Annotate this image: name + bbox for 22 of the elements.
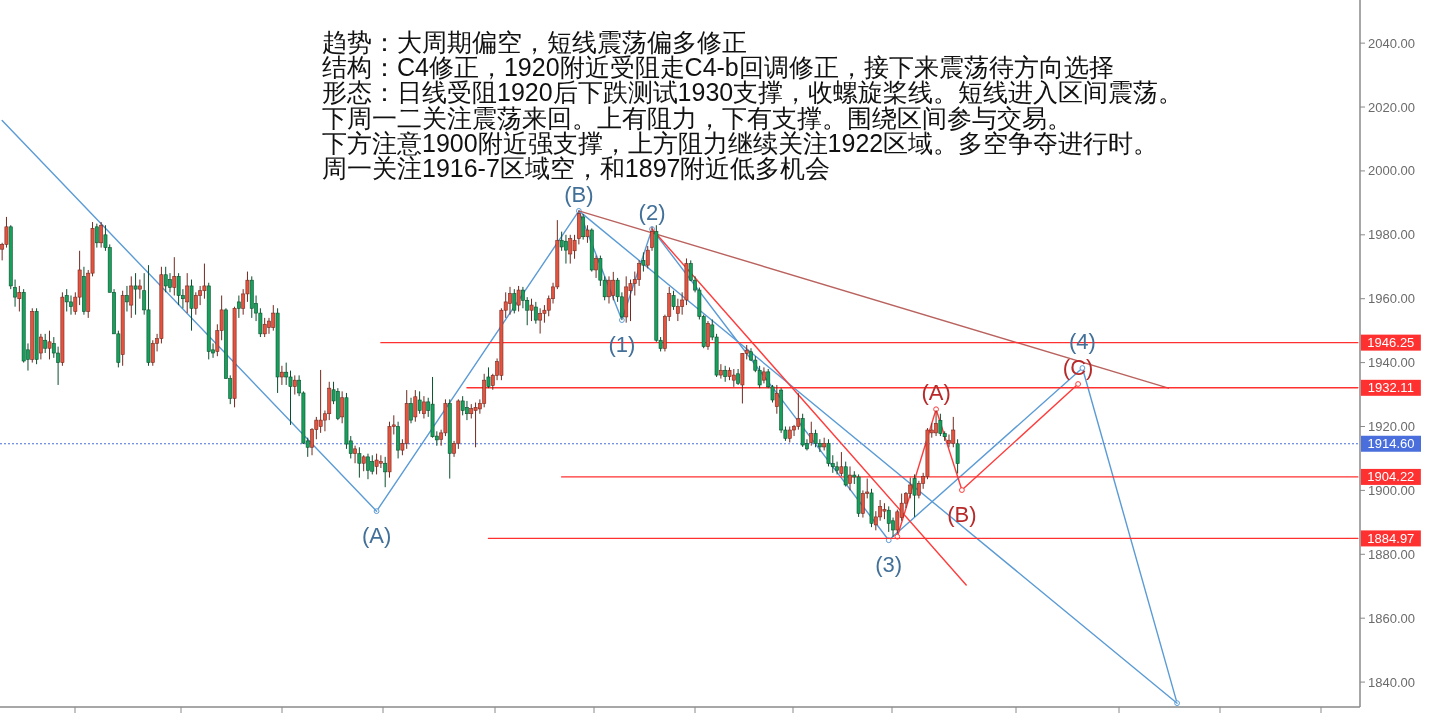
y-tick-label: 1980.00 (1368, 227, 1415, 243)
annotation: (B) (564, 182, 594, 208)
y-tick-label: 1860.00 (1368, 610, 1415, 626)
y-tick-label: 1960.00 (1368, 291, 1415, 307)
data-label: 1932.11 (1367, 380, 1414, 396)
annotation: (2) (638, 199, 666, 225)
y-tick-label: 1940.00 (1368, 355, 1415, 371)
y-tick-label: 1880.00 (1368, 546, 1415, 562)
annotation: (B) (947, 501, 977, 527)
y-tick-label: 1900.00 (1368, 482, 1415, 498)
ref-line-label: 1914.60 (1367, 436, 1415, 452)
annotation: 趋势：大周期偏空，短线震荡偏多修正 (322, 28, 747, 56)
annotation: (3) (875, 551, 903, 577)
data-label: 1884.97 (1367, 530, 1415, 546)
y-tick-label: 1840.00 (1368, 674, 1415, 690)
y-tick-label: 1920.00 (1368, 419, 1415, 434)
data-label: 1904.22 (1367, 469, 1415, 485)
y-tick-label: 2040.00 (1368, 35, 1415, 51)
y-tick-label: 2020.00 (1368, 99, 1415, 115)
annotation: (A) (361, 522, 392, 548)
data-label: 1946.25 (1367, 335, 1415, 351)
y-tick-label: 2000.00 (1368, 163, 1415, 179)
